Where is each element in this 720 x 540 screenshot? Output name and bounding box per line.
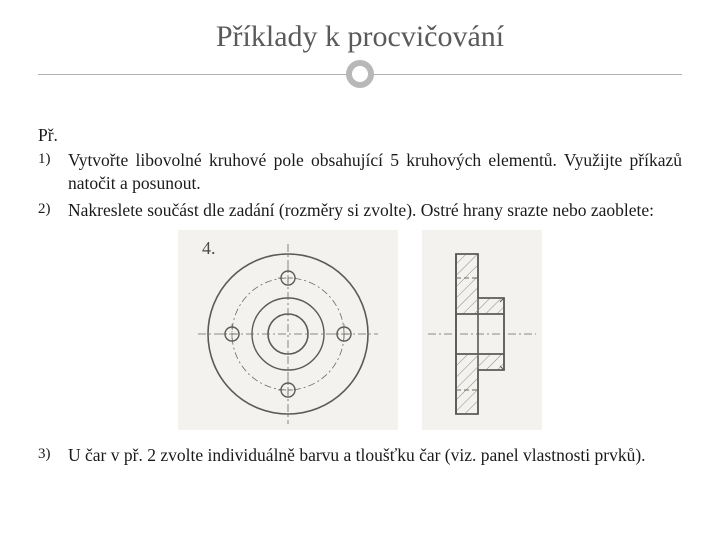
slide: Příklady k procvičování Př. 1) Vytvořte … xyxy=(0,0,720,540)
front-view-drawing: 4. xyxy=(178,230,398,430)
side-view-drawing xyxy=(422,230,542,430)
divider-ring-icon xyxy=(346,60,374,88)
figure-label: 4. xyxy=(202,238,216,258)
list-item: 3) U čar v př. 2 zvolte individuálně bar… xyxy=(38,444,682,467)
content-area: Př. 1) Vytvořte libovolné kruhové pole o… xyxy=(38,124,682,467)
page-title: Příklady k procvičování xyxy=(38,20,682,54)
section-label: Př. xyxy=(38,124,682,147)
list-item: 1) Vytvořte libovolné kruhové pole obsah… xyxy=(38,149,682,195)
title-divider xyxy=(38,60,682,88)
list-num: 2) xyxy=(38,199,68,222)
exercise-list: 1) Vytvořte libovolné kruhové pole obsah… xyxy=(38,149,682,467)
list-num: 1) xyxy=(38,149,68,195)
list-num: 3) xyxy=(38,444,68,467)
list-text: Nakreslete součást dle zadání (rozměry s… xyxy=(68,199,682,222)
title-area: Příklady k procvičování xyxy=(38,20,682,106)
list-text: U čar v př. 2 zvolte individuálně barvu … xyxy=(68,444,682,467)
list-text: Vytvořte libovolné kruhové pole obsahují… xyxy=(68,149,682,195)
figure-row: 4. xyxy=(38,230,682,430)
list-item: 2) Nakreslete součást dle zadání (rozměr… xyxy=(38,199,682,222)
